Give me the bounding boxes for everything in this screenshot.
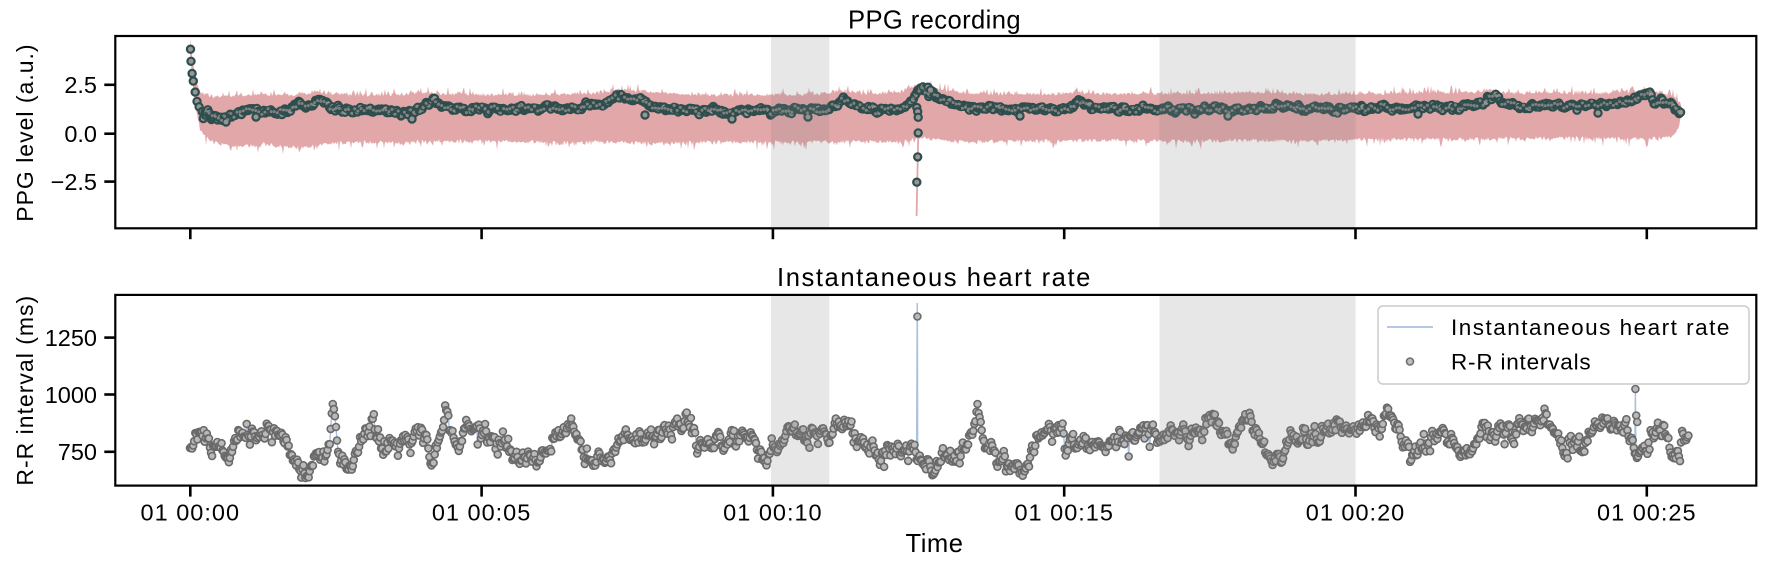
- svg-text:R-R interval (ms): R-R interval (ms): [12, 295, 38, 486]
- svg-text:PPG level (a.u.): PPG level (a.u.): [12, 43, 38, 221]
- svg-text:Instantaneous heart rate: Instantaneous heart rate: [1451, 315, 1731, 340]
- svg-text:01 00:00: 01 00:00: [141, 499, 240, 525]
- svg-text:01 00:10: 01 00:10: [723, 499, 822, 525]
- svg-text:01 00:15: 01 00:15: [1014, 499, 1113, 525]
- svg-text:1000: 1000: [45, 382, 97, 408]
- svg-text:2.5: 2.5: [64, 72, 97, 98]
- svg-text:Time: Time: [906, 530, 964, 558]
- svg-text:Instantaneous heart rate: Instantaneous heart rate: [777, 264, 1092, 292]
- svg-text:01 00:25: 01 00:25: [1597, 499, 1696, 525]
- svg-text:01 00:05: 01 00:05: [432, 499, 531, 525]
- svg-text:PPG recording: PPG recording: [848, 7, 1021, 35]
- svg-text:750: 750: [58, 439, 97, 465]
- svg-text:01 00:20: 01 00:20: [1306, 499, 1405, 525]
- svg-text:1250: 1250: [45, 325, 97, 351]
- svg-text:R-R intervals: R-R intervals: [1451, 350, 1591, 375]
- svg-text:−2.5: −2.5: [51, 169, 97, 195]
- svg-text:0.0: 0.0: [64, 121, 97, 147]
